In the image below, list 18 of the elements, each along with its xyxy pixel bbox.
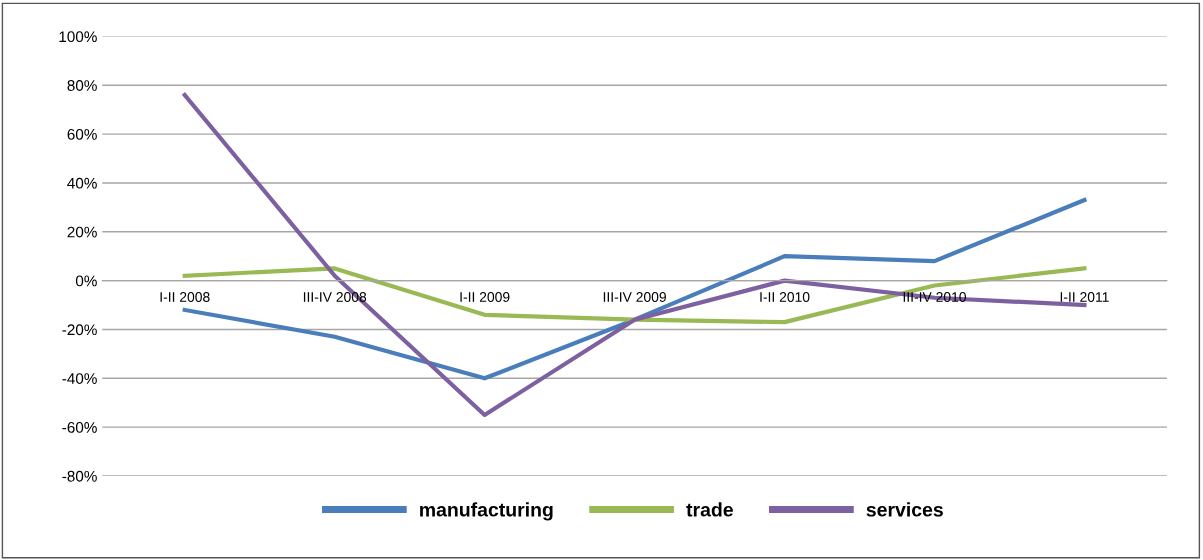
y-tick-label: -60%	[62, 422, 97, 433]
y-tick-label: 60%	[67, 128, 97, 140]
x-tick-label: I-II 2009	[460, 292, 510, 302]
y-tick-label: -40%	[62, 373, 97, 384]
legend-label: services	[866, 502, 943, 517]
y-tick-label: 0%	[75, 275, 97, 287]
y-tick-label: -80%	[62, 470, 97, 482]
y-tick-label: 40%	[67, 177, 97, 189]
y-tick-label: 20%	[67, 226, 97, 238]
y-tick-label: 80%	[67, 80, 97, 91]
y-tick-label: -20%	[62, 324, 97, 336]
x-tick-label: III-IV 2009	[603, 292, 666, 302]
y-tick-label: 100%	[59, 31, 97, 43]
legend-label: trade	[686, 502, 733, 517]
x-tick-label: I-II 2010	[760, 292, 810, 302]
legend-label: manufacturing	[420, 502, 553, 521]
x-tick-label: I-II 2011	[1060, 292, 1109, 302]
x-tick-label: I-II 2008	[160, 292, 210, 302]
